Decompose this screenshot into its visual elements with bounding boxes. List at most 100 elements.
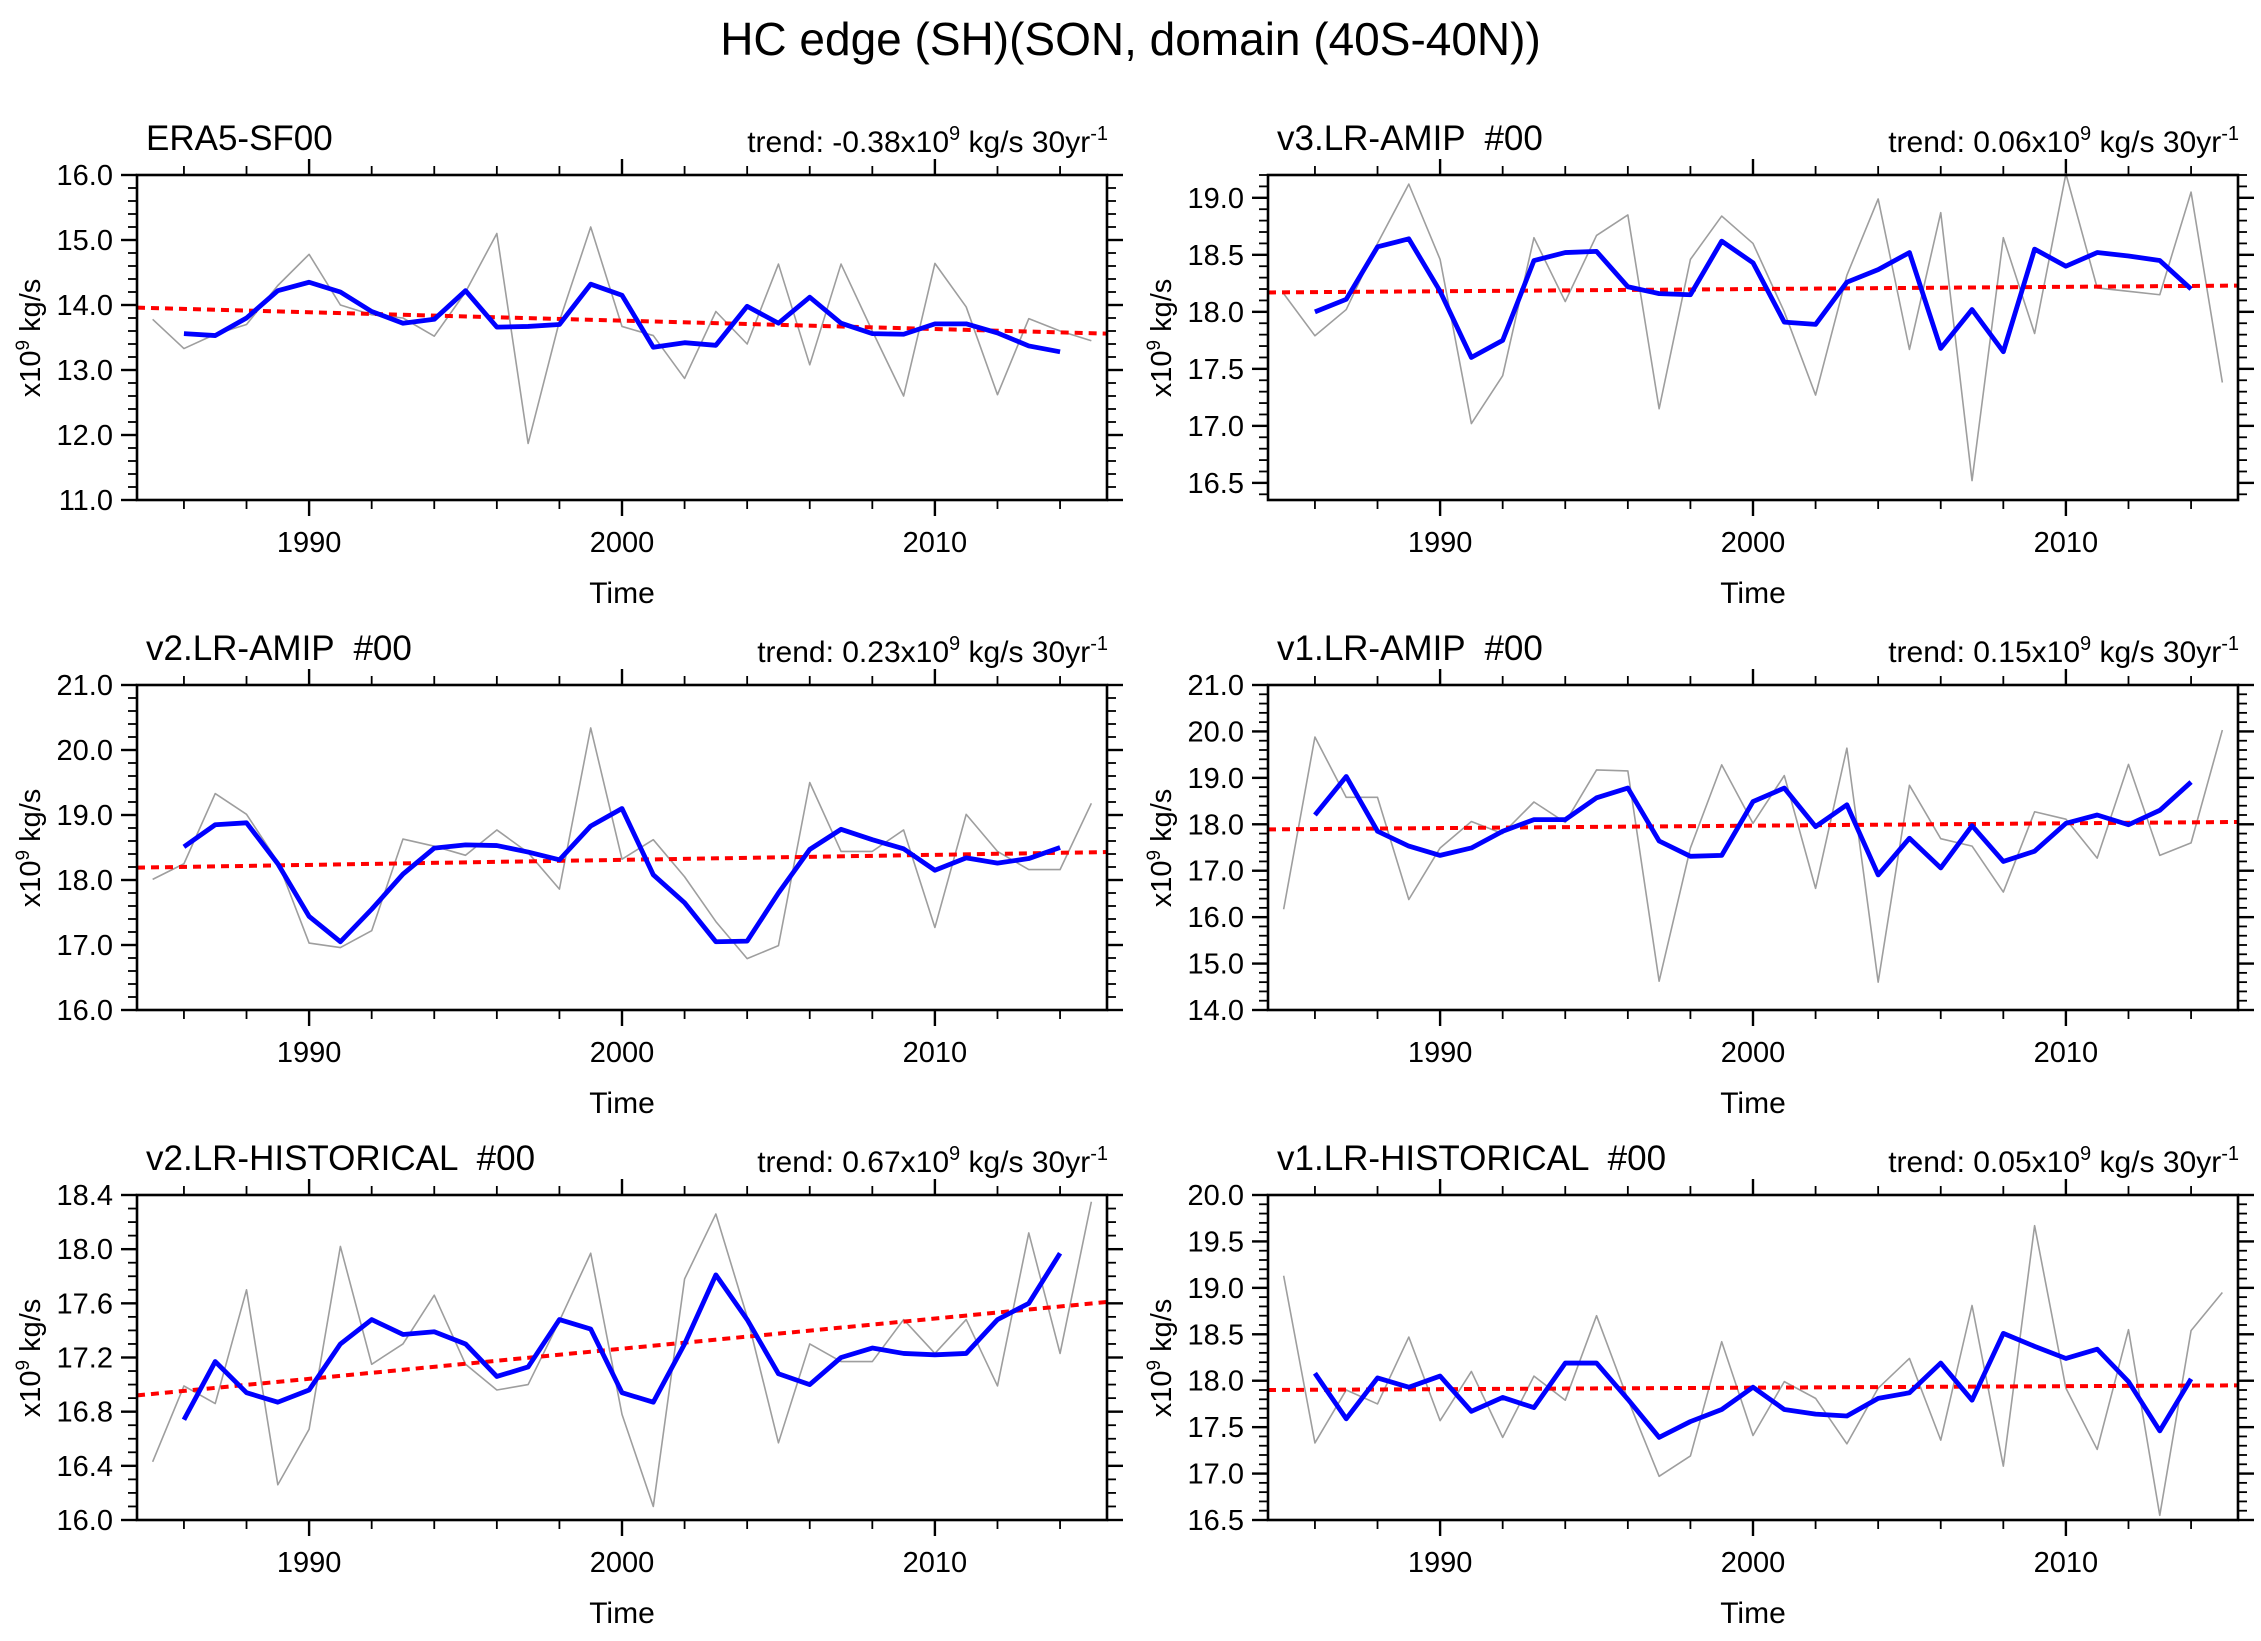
x-tick-label: 1990 [1408, 527, 1473, 559]
x-tick-label: 1990 [277, 1037, 342, 1069]
trend-annotation: trend: 0.15x109 kg/s 30yr-1 [1888, 633, 2239, 670]
panel-title: v1.LR-HISTORICAL #00 [1277, 1139, 1667, 1178]
trend-text: trend: 0.05x10 [1888, 1146, 2081, 1179]
y-tick-label: 18.5 [1188, 1319, 1244, 1351]
trend-exponent: -1 [2221, 1143, 2239, 1165]
x-tick-label: 2000 [1721, 527, 1786, 559]
raw-series-line [152, 226, 1092, 445]
x-tick-label: 1990 [277, 527, 342, 559]
x-tick-label: 1990 [1408, 1547, 1473, 1579]
axis-labels: 16.5 17.0 17.5 18.0 18.5 19.0 1990 2000 2010 Time [1188, 183, 2099, 610]
figure-title: HC edge (SH)(SON, domain (40S-40N)) [720, 13, 1541, 65]
plot-frame [135, 173, 1109, 502]
axis-ticks [121, 669, 1123, 1026]
x-tick-label: 2010 [903, 1037, 968, 1069]
y-tick-label: 20.0 [57, 735, 113, 767]
trend-text: trend: 0.06x10 [1888, 126, 2081, 159]
raw-series-line [1283, 173, 2224, 482]
y-tick-label: 18.0 [1188, 297, 1244, 329]
raw-series-line [1282, 729, 2224, 983]
y-tick-label: 16.5 [1188, 468, 1244, 500]
chart-v2-lr-amip: 16.0 17.0 18.0 19.0 20.0 21.0 1990 2000 2010 Time [57, 669, 1123, 1120]
raw-series-line [152, 727, 1093, 960]
trend-line [1267, 819, 2239, 832]
y-tick-label: 16.0 [57, 160, 113, 192]
trend-text: trend: 0.67x10 [757, 1146, 950, 1179]
axis-ticks [1252, 1179, 2254, 1536]
chart-v1-lr-amip: 14.0 15.0 16.0 17.0 18.0 19.0 20.0 21.0 1990 2000… [1188, 669, 2254, 1120]
panel-title: v2.LR-HISTORICAL #00 [146, 1139, 536, 1178]
smoothed-series-line [1313, 774, 2193, 878]
x-tick-label: 2010 [2034, 527, 2099, 559]
raw-series-line [1282, 1224, 2223, 1517]
plot-frame [1266, 683, 2240, 1012]
y-tick-label: 21.0 [57, 670, 113, 702]
plot-frame [135, 683, 1109, 1012]
x-tick-label: 2000 [590, 1037, 655, 1069]
axis-labels: 11.0 12.0 13.0 14.0 15.0 16.0 1990 2000 2010 Time [57, 160, 968, 610]
y-tick-label: 16.0 [57, 995, 113, 1027]
trend-annotation: trend: -0.38x109 kg/s 30yr-1 [747, 123, 1108, 160]
plot-frame [135, 1193, 1109, 1522]
y-tick-label: 12.0 [57, 420, 113, 452]
chart-era5-sf00: 11.0 12.0 13.0 14.0 15.0 16.0 1990 2000 2010 Time [57, 159, 1123, 610]
trend-exponent: -1 [1090, 123, 1108, 145]
y-tick-label: 19.5 [1188, 1226, 1244, 1258]
trend-units: kg/s 30yr [960, 126, 1091, 159]
axis-labels: 14.0 15.0 16.0 17.0 18.0 19.0 20.0 21.0 1990 2000… [1188, 670, 2099, 1120]
y-tick-label: 11.0 [59, 485, 113, 517]
trend-line [136, 305, 1108, 336]
panel-v2-lr-historical: v2.LR-HISTORICAL #00 trend: 0.67x109 kg/… [0, 1115, 1130, 1630]
y-tick-label: 17.5 [1188, 354, 1244, 386]
y-tick-label: 20.0 [1188, 1180, 1244, 1212]
trend-exponent: 9 [949, 123, 961, 145]
panel-title: v1.LR-AMIP #00 [1277, 629, 1543, 668]
y-tick-label: 17.0 [57, 930, 113, 962]
y-tick-label: 14.0 [1188, 995, 1244, 1027]
y-tick-label: 18.0 [57, 1234, 113, 1266]
x-tick-label: 2000 [1721, 1037, 1786, 1069]
x-axis-label: Time [589, 1597, 655, 1630]
x-axis-label: Time [589, 577, 655, 610]
panel-title: ERA5-SF00 [146, 119, 333, 158]
trend-annotation: trend: 0.05x109 kg/s 30yr-1 [1888, 1143, 2239, 1180]
trend-exponent: 9 [949, 1143, 961, 1165]
axis-ticks [1252, 669, 2254, 1026]
x-axis-label: Time [1720, 577, 1786, 610]
trend-exponent: 9 [2080, 123, 2092, 145]
smoothed-series-line [182, 806, 1061, 945]
plot-frame [1266, 1193, 2240, 1522]
chart-v3-lr-amip: 16.5 17.0 17.5 18.0 18.5 19.0 1990 2000 2010 Time [1188, 159, 2254, 610]
trend-units: kg/s 30yr [2091, 126, 2222, 159]
y-tick-label: 16.4 [57, 1451, 113, 1483]
y-tick-label: 17.0 [1188, 856, 1244, 888]
x-axis-label: Time [1720, 1087, 1786, 1120]
y-tick-label: 16.0 [1188, 902, 1244, 934]
trend-line [1267, 1383, 2239, 1392]
plot-frame [1266, 173, 2240, 502]
smoothed-series-line [183, 279, 1061, 355]
panel-v2-lr-amip: v2.LR-AMIP #00 trend: 0.23x109 kg/s 30yr… [0, 605, 1130, 1120]
smoothed-series-line [181, 1251, 1063, 1421]
y-tick-label: 17.0 [1188, 1459, 1244, 1491]
x-tick-label: 1990 [277, 1547, 342, 1579]
x-tick-label: 2010 [903, 1547, 968, 1579]
trend-text: trend: 0.23x10 [757, 636, 950, 669]
axis-ticks [121, 1179, 1123, 1536]
trend-exponent: -1 [2221, 633, 2239, 655]
x-tick-label: 2000 [590, 527, 655, 559]
y-tick-label: 18.0 [1188, 809, 1244, 841]
chart-v2-lr-historical: 16.0 16.4 16.8 17.2 17.6 18.0 18.4 1990 2000 2010… [57, 1179, 1123, 1630]
y-tick-label: 18.0 [1188, 1366, 1244, 1398]
smoothed-series-line [1312, 1330, 2194, 1440]
y-tick-label: 13.0 [57, 355, 113, 387]
y-tick-label: 19.0 [57, 800, 113, 832]
x-tick-label: 2000 [590, 1547, 655, 1579]
trend-annotation: trend: 0.23x109 kg/s 30yr-1 [757, 633, 1108, 670]
y-tick-label: 19.0 [1188, 183, 1244, 215]
trend-exponent: -1 [2221, 123, 2239, 145]
x-tick-label: 2000 [1721, 1547, 1786, 1579]
trend-text: trend: -0.38x10 [747, 126, 950, 159]
y-tick-label: 15.0 [57, 225, 113, 257]
y-tick-label: 18.5 [1188, 240, 1244, 272]
